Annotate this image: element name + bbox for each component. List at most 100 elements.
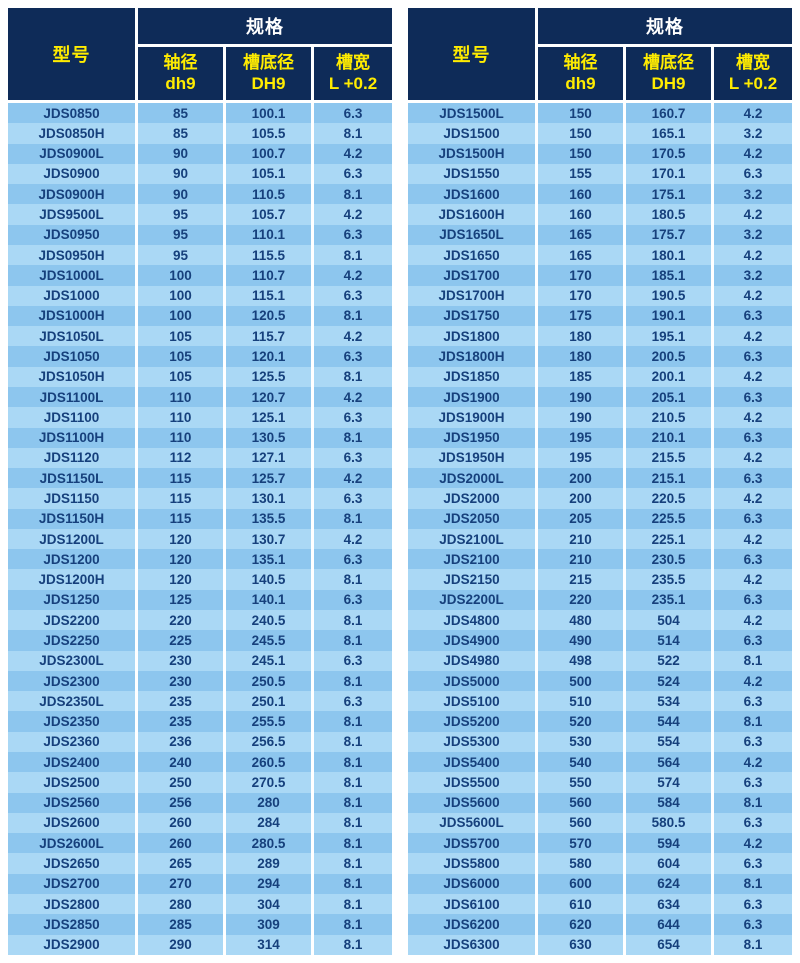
spec-cell-value: 105 — [138, 346, 223, 367]
spec-cell-value: 220.5 — [626, 488, 711, 509]
spec-cell-value: 510 — [538, 691, 623, 712]
table-row: JDS6300 630 654 8.1 — [408, 934, 792, 955]
table-row: JDS2350L 235 250.1 6.3 — [8, 691, 392, 712]
table-row: JDS2600L 260 280.5 8.1 — [8, 833, 392, 854]
model-cell-value: JDS1800 — [408, 326, 535, 347]
spec-cell-value: 6.3 — [314, 103, 392, 124]
model-cell-value: JDS0850 — [8, 103, 135, 124]
table-row: JDS2700 270 294 8.1 — [8, 873, 392, 894]
spec-cell-value: 8.1 — [714, 934, 792, 955]
table-row: JDS1150L 115 125.7 4.2 — [8, 468, 392, 489]
spec-cell-value: 8.1 — [714, 792, 792, 813]
spec-cell-value: 160 — [538, 204, 623, 225]
model-cell-value: JDS1050H — [8, 366, 135, 387]
spec-cell-value: 160.7 — [626, 103, 711, 124]
spec-table-left: 型号 规格 轴径 dh9 槽底径 DH9 槽宽 L +0.2 — [8, 8, 392, 955]
table-row: JDS1800H 180 200.5 6.3 — [408, 346, 792, 367]
table-row: JDS0950 95 110.1 6.3 — [8, 224, 392, 245]
spec-header-label: 规格 — [138, 8, 392, 44]
spec-cell-value: 105.1 — [226, 163, 311, 185]
spec-cell-value: 130.1 — [226, 488, 311, 509]
spec-cell-value: 200 — [538, 468, 623, 489]
table-row: JDS1050 105 120.1 6.3 — [8, 346, 392, 367]
table-row: JDS1800 180 195.1 4.2 — [408, 326, 792, 347]
spec-cell-value: 235.1 — [626, 589, 711, 611]
sub-header-subtitle: dh9 — [565, 73, 596, 93]
spec-cell-value: 3.2 — [714, 224, 792, 245]
spec-cell-value: 4.2 — [714, 326, 792, 347]
spec-cell-value: 654 — [626, 934, 711, 955]
spec-cell-value: 100 — [138, 265, 223, 286]
spec-cell-value: 634 — [626, 893, 711, 915]
spec-cell-value: 115.7 — [226, 326, 311, 347]
spec-cell-value: 165 — [538, 224, 623, 245]
spec-cell-value: 205.1 — [626, 386, 711, 408]
model-header-cell: 型号 — [408, 8, 535, 100]
table-row: JDS0900L 90 100.7 4.2 — [8, 143, 392, 164]
model-cell-value: JDS1550 — [408, 163, 535, 185]
table-row: JDS1500 150 165.1 3.2 — [408, 123, 792, 144]
model-cell-value: JDS2150 — [408, 569, 535, 590]
spec-cell-value: 6.3 — [714, 508, 792, 529]
spec-cell-value: 240 — [138, 752, 223, 773]
table-row: JDS1550 155 170.1 6.3 — [408, 163, 792, 185]
model-header-label: 型号 — [52, 45, 91, 65]
spec-cell-value: 8.1 — [314, 569, 392, 590]
spec-cell-value: 130.7 — [226, 528, 311, 550]
spec-cell-value: 8.1 — [314, 366, 392, 387]
spec-cell-value: 125.7 — [226, 468, 311, 489]
spec-cell-value: 135.1 — [226, 549, 311, 570]
spec-cell-value: 604 — [626, 853, 711, 874]
spec-cell-value: 574 — [626, 772, 711, 793]
model-cell-value: JDS1000 — [8, 285, 135, 306]
spec-header-area: 规格 轴径 dh9 槽底径 DH9 槽宽 L +0.2 — [538, 8, 792, 100]
table-row: JDS2350 235 255.5 8.1 — [8, 711, 392, 732]
sub-header-subtitle: L +0.2 — [328, 73, 378, 93]
spec-cell-value: 6.3 — [314, 447, 392, 469]
spec-cell-value: 4.2 — [714, 752, 792, 773]
spec-cell-value: 110 — [138, 427, 223, 448]
spec-cell-value: 4.2 — [714, 670, 792, 692]
model-cell-value: JDS2700 — [8, 873, 135, 894]
table-row: JDS6000 600 624 8.1 — [408, 873, 792, 894]
table-row: JDS1050L 105 115.7 4.2 — [8, 326, 392, 347]
table-row: JDS1100H 110 130.5 8.1 — [8, 427, 392, 448]
table-row: JDS2850 285 309 8.1 — [8, 914, 392, 935]
spec-cell-value: 6.3 — [714, 346, 792, 367]
spec-cell-value: 230 — [138, 670, 223, 692]
spec-cell-value: 115 — [138, 468, 223, 489]
model-cell-value: JDS1600 — [408, 184, 535, 205]
table-row: JDS4980 498 522 8.1 — [408, 650, 792, 671]
spec-cell-value: 135.5 — [226, 508, 311, 529]
spec-cell-value: 6.3 — [714, 386, 792, 408]
spec-cell-value: 6.3 — [714, 853, 792, 874]
spec-cell-value: 560 — [538, 792, 623, 813]
spec-cell-value: 4.2 — [714, 528, 792, 550]
sub-header-title: 轴径 — [563, 53, 598, 73]
spec-cell-value: 165 — [538, 244, 623, 266]
groove-width-header: 槽宽 L +0.2 — [314, 47, 392, 100]
sub-header-subtitle: DH9 — [251, 73, 286, 93]
spec-cell-value: 6.3 — [714, 893, 792, 915]
spec-cell-value: 289 — [226, 853, 311, 874]
spec-cell-value: 95 — [138, 244, 223, 266]
spec-cell-value: 225.5 — [626, 508, 711, 529]
spec-cell-value: 554 — [626, 731, 711, 752]
spec-cell-value: 4.2 — [714, 103, 792, 124]
model-cell-value: JDS1500L — [408, 103, 535, 124]
table-row: JDS5800 580 604 6.3 — [408, 853, 792, 874]
spec-cell-value: 105.5 — [226, 123, 311, 144]
spec-cell-value: 235 — [138, 691, 223, 712]
spec-cell-value: 230 — [138, 650, 223, 671]
sub-header-row: 轴径 dh9 槽底径 DH9 槽宽 L +0.2 — [538, 47, 792, 100]
table-row: JDS2500 250 270.5 8.1 — [8, 772, 392, 793]
spec-cell-value: 6.3 — [714, 731, 792, 752]
model-cell-value: JDS2000 — [408, 488, 535, 509]
spec-cell-value: 256.5 — [226, 731, 311, 752]
spec-cell-value: 210.1 — [626, 427, 711, 448]
model-cell-value: JDS2650 — [8, 853, 135, 874]
spec-cell-value: 195.1 — [626, 326, 711, 347]
spec-cell-value: 115 — [138, 488, 223, 509]
spec-cell-value: 524 — [626, 670, 711, 692]
model-cell-value: JDS1650 — [408, 244, 535, 266]
